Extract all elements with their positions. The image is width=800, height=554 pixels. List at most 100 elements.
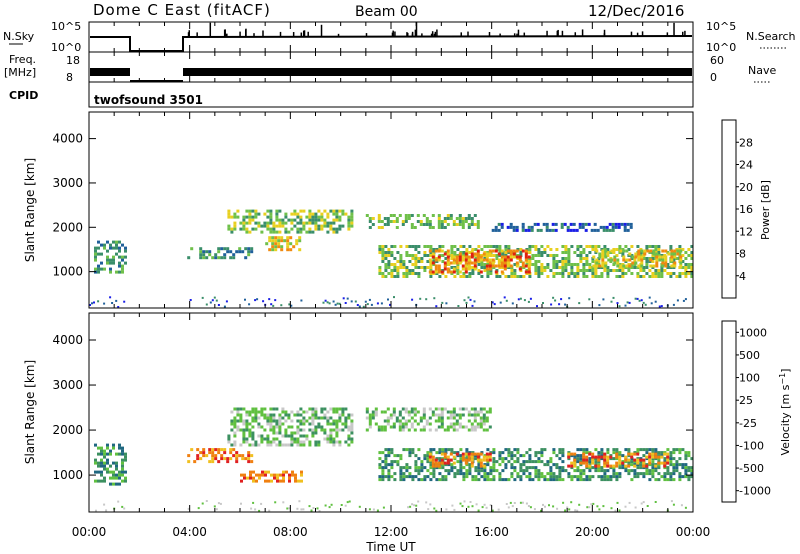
echo-cell <box>408 245 412 248</box>
echo-cell <box>606 254 610 257</box>
echo-cell <box>684 469 688 473</box>
echo-cell <box>236 407 240 411</box>
echo-cell <box>399 472 403 476</box>
echo-cell <box>585 245 589 248</box>
echo-cell <box>528 460 532 464</box>
echo-cell <box>582 452 586 456</box>
echo-cell <box>627 269 631 272</box>
echo-cell <box>455 261 459 265</box>
echo-cell <box>314 410 318 414</box>
echo-cell <box>509 258 513 262</box>
echo-cell <box>411 272 415 275</box>
echo-cell <box>233 227 237 231</box>
echo-cell <box>544 505 546 508</box>
echo-cell <box>275 425 279 429</box>
echo-cell <box>534 266 538 269</box>
echo-cell <box>510 466 514 470</box>
range-tick-label: 1000 <box>52 468 83 482</box>
echo-cell <box>384 254 388 257</box>
echo-cell <box>308 443 312 447</box>
echo-cell <box>202 256 206 260</box>
echo-cell <box>401 425 405 429</box>
echo-cell <box>540 509 542 512</box>
echo-cell <box>121 449 124 453</box>
echo-cell <box>428 428 432 432</box>
echo-cell <box>527 270 531 274</box>
echo-cell <box>624 455 628 459</box>
echo-cell <box>103 267 106 271</box>
echo-cell <box>302 410 306 414</box>
echo-cell <box>509 501 512 504</box>
echo-cell <box>432 248 436 251</box>
echo-cell <box>603 469 607 473</box>
echo-cell <box>242 422 246 426</box>
echo-cell <box>338 224 342 228</box>
echo-cell <box>364 300 367 303</box>
echo-cell <box>241 457 245 461</box>
echo-cell <box>678 448 682 452</box>
echo-cell <box>97 270 100 274</box>
echo-cell <box>429 275 433 278</box>
echo-cell <box>223 305 226 308</box>
echo-cell <box>624 469 628 473</box>
echo-cell <box>663 472 667 476</box>
echo-cell <box>446 249 450 253</box>
echo-cell <box>615 254 619 257</box>
echo-cell <box>464 217 468 220</box>
echo-cell <box>470 255 474 259</box>
echo-cell <box>613 258 617 262</box>
echo-cell <box>578 302 581 305</box>
echo-cell <box>308 227 312 231</box>
echo-cell <box>302 508 305 511</box>
echo-cell <box>387 448 391 452</box>
echo-cell <box>666 452 670 456</box>
echo-cell <box>292 245 296 249</box>
echo-cell <box>564 509 567 512</box>
echo-cell <box>476 249 480 253</box>
echo-cell <box>576 509 579 512</box>
echo-cell <box>611 228 615 232</box>
echo-cell <box>332 230 336 234</box>
echo-cell <box>455 422 459 426</box>
echo-cell <box>684 454 688 458</box>
echo-cell <box>254 407 258 411</box>
echo-cell <box>294 473 297 477</box>
echo-cell <box>657 461 661 465</box>
echo-cell <box>239 443 243 447</box>
echo-cell <box>250 454 254 458</box>
echo-cell <box>414 469 418 473</box>
echo-cell <box>97 470 100 474</box>
echo-cell <box>344 440 348 444</box>
echo-cell <box>467 214 471 217</box>
echo-cell <box>588 460 592 464</box>
echo-cell <box>416 214 420 217</box>
echo-cell <box>414 263 418 266</box>
echo-cell <box>631 261 635 265</box>
echo-cell <box>414 260 418 263</box>
echo-cell <box>588 478 592 482</box>
echo-cell <box>94 458 97 462</box>
echo-cell <box>111 302 114 304</box>
echo-cell <box>445 302 448 305</box>
echo-cell <box>401 220 405 223</box>
echo-cell <box>393 257 397 260</box>
echo-cell <box>299 218 303 222</box>
colorbar-frame <box>721 119 737 299</box>
echo-cell <box>437 220 441 223</box>
echo-cell <box>473 264 477 268</box>
echo-cell <box>618 269 622 272</box>
echo-cell <box>341 413 345 417</box>
echo-cell <box>390 451 394 455</box>
echo-cell <box>598 255 602 259</box>
echo-cell <box>561 478 565 482</box>
echo-cell <box>215 299 218 302</box>
echo-cell <box>651 452 655 456</box>
echo-cell <box>503 264 507 268</box>
echo-cell <box>636 275 640 278</box>
echo-cell <box>289 236 293 240</box>
echo-cell <box>374 422 378 426</box>
echo-cell <box>386 407 390 411</box>
echo-cell <box>290 440 294 444</box>
echo-cell <box>431 270 435 274</box>
echo-cell <box>512 225 516 229</box>
